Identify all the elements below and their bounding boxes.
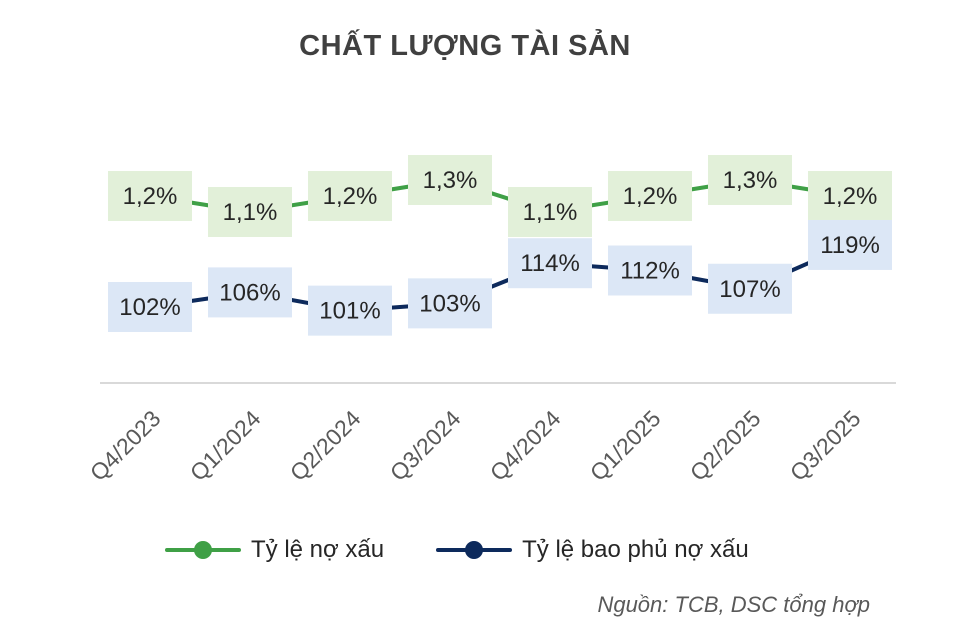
data-label-box	[308, 285, 392, 336]
source-note: Nguồn: TCB, DSC tổng hợp	[597, 592, 870, 617]
data-label-box	[408, 155, 492, 205]
data-label-box	[808, 219, 892, 270]
x-tick-label: Q4/2024	[485, 405, 566, 486]
legend-item-npl-ratio: Tỷ lệ nợ xấu	[165, 533, 384, 567]
chart-plot-area: 1,2% 1,1% 1,2% 1,3% 1,1% 1,2% 1,3% 1,2% 102% 106%…	[85, 155, 896, 486]
data-label-box	[208, 187, 292, 237]
data-label: 106%	[219, 279, 280, 306]
data-label-box	[708, 155, 792, 205]
x-tick-label: Q4/2023	[85, 405, 166, 486]
data-label: 107%	[719, 276, 780, 303]
data-label: 1,2%	[823, 183, 878, 210]
data-label: 1,1%	[523, 199, 578, 226]
data-label-box	[608, 245, 692, 296]
legend-item-coverage-ratio: Tỷ lệ bao phủ nợ xấu	[436, 533, 749, 567]
legend-swatch-coverage-ratio	[436, 533, 513, 567]
data-label: 1,2%	[623, 183, 678, 210]
data-label: 112%	[620, 258, 680, 285]
data-label: 1,2%	[123, 183, 178, 210]
data-label: 114%	[520, 250, 580, 277]
x-tick-label: Q2/2024	[285, 405, 366, 486]
data-label-box	[308, 171, 392, 221]
data-label-box	[108, 282, 192, 332]
series-coverage-ratio: 102% 106% 101% 103% 114% 112% 107% 119%	[108, 219, 892, 336]
data-label: 102%	[119, 294, 180, 321]
legend-label-npl-ratio: Tỷ lệ nợ xấu	[251, 536, 385, 563]
data-label: 1,3%	[723, 167, 778, 194]
data-label-box	[708, 263, 792, 314]
chart-title: CHẤT LƯỢNG TÀI SẢN	[299, 30, 631, 62]
data-label-box	[508, 238, 592, 289]
data-label: 1,3%	[423, 167, 478, 194]
data-label: 1,2%	[323, 183, 378, 210]
data-label: 1,1%	[223, 199, 278, 226]
data-label-box	[108, 171, 192, 221]
x-tick-label: Q2/2025	[685, 405, 766, 486]
x-tick-label: Q1/2024	[185, 405, 266, 486]
data-label-box	[608, 171, 692, 221]
x-tick-label: Q1/2025	[585, 405, 666, 486]
legend: Tỷ lệ nợ xấu Tỷ lệ bao phủ nợ xấu	[165, 533, 749, 567]
data-label-box	[208, 267, 292, 318]
series-npl-ratio: 1,2% 1,1% 1,2% 1,3% 1,1% 1,2% 1,3% 1,2%	[108, 155, 892, 237]
data-label-box	[508, 187, 592, 237]
data-label-box	[808, 171, 892, 221]
x-tick-label: Q3/2024	[385, 405, 466, 486]
data-label: 103%	[419, 290, 480, 317]
data-label-box	[408, 278, 492, 329]
data-label: 101%	[319, 298, 380, 325]
legend-label-coverage-ratio: Tỷ lệ bao phủ nợ xấu	[522, 536, 749, 563]
data-label: 119%	[820, 232, 880, 259]
legend-swatch-npl-ratio	[165, 533, 241, 567]
x-tick-label: Q3/2025	[785, 405, 866, 486]
